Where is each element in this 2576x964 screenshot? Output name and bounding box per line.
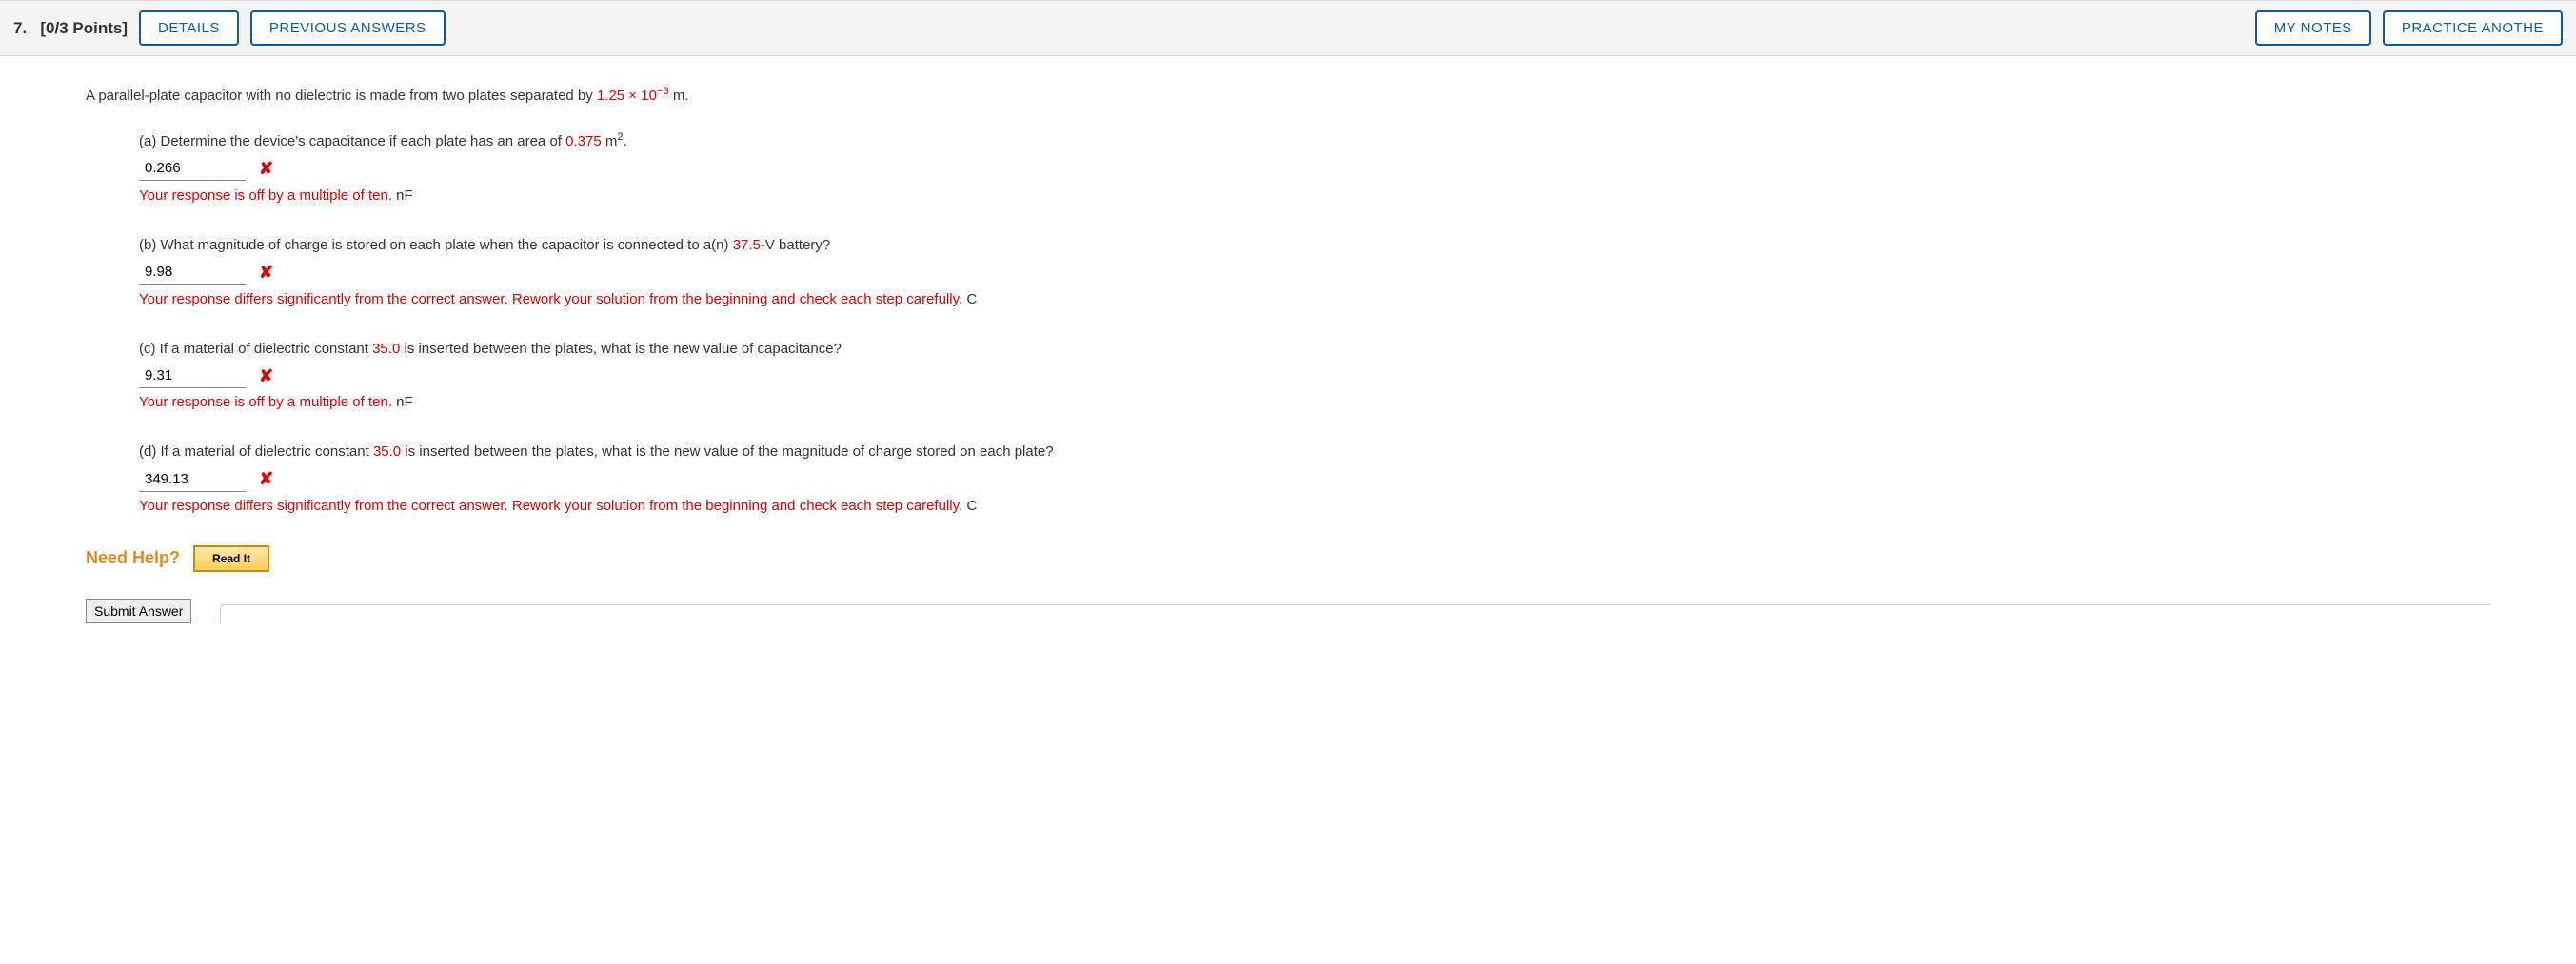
- separation-value: 1.25 × 10−3: [597, 88, 669, 104]
- part-d: (d) If a material of dielectric constant…: [139, 441, 2490, 518]
- submit-row: Submit Answer: [86, 599, 2490, 623]
- question-number-value: 7.: [13, 19, 27, 37]
- part-a: (a) Determine the device's capacitance i…: [139, 128, 2490, 207]
- part-b: (b) What magnitude of charge is stored o…: [139, 234, 2490, 311]
- intro-text-before: A parallel-plate capacitor with no diele…: [86, 88, 597, 104]
- part-b-label-before: (b) What magnitude of charge is stored o…: [139, 237, 733, 253]
- question-content: A parallel-plate capacitor with no diele…: [0, 56, 2576, 633]
- part-b-feedback-text: Your response differs significantly from…: [139, 291, 962, 307]
- part-a-area-value: 0.375: [565, 133, 602, 149]
- part-c-feedback: Your response is off by a multiple of te…: [139, 391, 2490, 414]
- part-c-answer-row: ✘: [139, 363, 2490, 390]
- read-it-button[interactable]: Read It: [193, 545, 269, 572]
- header-right: MY NOTES PRACTICE ANOTHE: [2255, 10, 2563, 46]
- part-d-label-before: (d) If a material of dielectric constant: [139, 443, 373, 460]
- part-a-feedback-text: Your response is off by a multiple of te…: [139, 187, 392, 204]
- part-b-feedback: Your response differs significantly from…: [139, 288, 2490, 311]
- my-notes-button[interactable]: MY NOTES: [2255, 10, 2371, 46]
- previous-answers-button[interactable]: PREVIOUS ANSWERS: [250, 10, 446, 46]
- separation-exp: −3: [657, 86, 669, 97]
- part-b-prompt: (b) What magnitude of charge is stored o…: [139, 234, 2490, 257]
- incorrect-icon: ✘: [259, 465, 273, 493]
- part-a-answer-row: ✘: [139, 155, 2490, 183]
- part-b-answer-input[interactable]: [139, 260, 246, 285]
- part-c-answer-input[interactable]: [139, 364, 246, 388]
- part-b-unit: C: [966, 291, 977, 307]
- part-a-answer-input[interactable]: [139, 156, 246, 181]
- points-value: [0/3 Points]: [40, 19, 128, 37]
- part-a-unit: nF: [396, 187, 413, 204]
- part-d-answer-input[interactable]: [139, 467, 246, 492]
- part-a-feedback: Your response is off by a multiple of te…: [139, 185, 2490, 207]
- incorrect-icon: ✘: [259, 363, 273, 390]
- header-left: 7. [0/3 Points] DETAILS PREVIOUS ANSWERS: [13, 10, 446, 46]
- part-d-answer-row: ✘: [139, 465, 2490, 493]
- part-b-answer-row: ✘: [139, 259, 2490, 286]
- need-help-label: Need Help?: [86, 544, 180, 572]
- question-intro: A parallel-plate capacitor with no diele…: [86, 83, 2490, 108]
- part-b-label-after: -V battery?: [761, 237, 830, 253]
- part-a-after: .: [624, 133, 627, 149]
- question-header: 7. [0/3 Points] DETAILS PREVIOUS ANSWERS…: [0, 0, 2576, 56]
- part-d-unit: C: [966, 498, 977, 514]
- part-a-label: (a) Determine the device's capacitance i…: [139, 133, 565, 149]
- practice-another-button[interactable]: PRACTICE ANOTHE: [2383, 10, 2563, 46]
- separation-base: 1.25 × 10: [597, 88, 657, 104]
- part-c-prompt: (c) If a material of dielectric constant…: [139, 338, 2490, 361]
- submit-divider: [220, 604, 2490, 623]
- part-d-prompt: (d) If a material of dielectric constant…: [139, 441, 2490, 463]
- part-c-feedback-text: Your response is off by a multiple of te…: [139, 394, 392, 410]
- parts-container: (a) Determine the device's capacitance i…: [86, 128, 2490, 518]
- incorrect-icon: ✘: [259, 259, 273, 286]
- part-d-label-after: is inserted between the plates, what is …: [401, 443, 1053, 460]
- submit-answer-button[interactable]: Submit Answer: [86, 599, 191, 623]
- intro-text-after: m.: [669, 88, 689, 104]
- part-b-voltage-value: 37.5: [733, 237, 761, 253]
- part-a-prompt: (a) Determine the device's capacitance i…: [139, 128, 2490, 153]
- details-button[interactable]: DETAILS: [139, 10, 239, 46]
- part-d-k-value: 35.0: [373, 443, 401, 460]
- part-c-unit: nF: [396, 394, 413, 410]
- part-d-feedback-text: Your response differs significantly from…: [139, 498, 962, 514]
- part-c-label-before: (c) If a material of dielectric constant: [139, 341, 372, 357]
- part-a-area-unit-base: m: [602, 133, 618, 149]
- question-number: 7. [0/3 Points]: [13, 19, 128, 38]
- part-c: (c) If a material of dielectric constant…: [139, 338, 2490, 415]
- part-d-feedback: Your response differs significantly from…: [139, 495, 2490, 518]
- need-help-row: Need Help? Read It: [86, 544, 2490, 572]
- incorrect-icon: ✘: [259, 155, 273, 183]
- part-c-k-value: 35.0: [372, 341, 400, 357]
- part-c-label-after: is inserted between the plates, what is …: [400, 341, 842, 357]
